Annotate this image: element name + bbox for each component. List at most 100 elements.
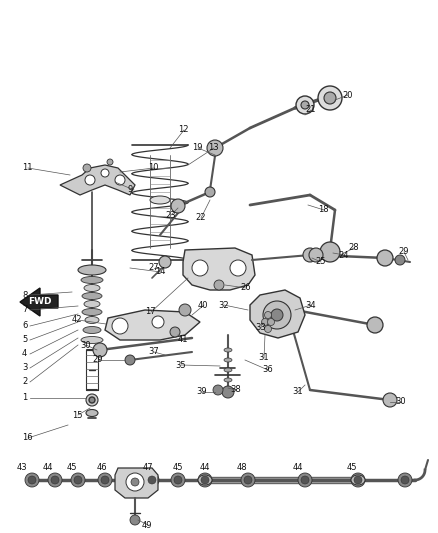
Circle shape: [145, 473, 159, 487]
Circle shape: [170, 327, 180, 337]
Text: 42: 42: [72, 316, 82, 325]
Circle shape: [159, 256, 171, 268]
Ellipse shape: [84, 301, 100, 308]
Text: 5: 5: [22, 335, 27, 344]
Polygon shape: [183, 248, 255, 290]
Text: 32: 32: [218, 301, 229, 310]
Circle shape: [230, 260, 246, 276]
Polygon shape: [20, 288, 58, 316]
Ellipse shape: [86, 409, 98, 416]
Ellipse shape: [84, 285, 100, 292]
Circle shape: [152, 316, 164, 328]
Text: 25: 25: [315, 257, 325, 266]
Text: 27: 27: [148, 263, 159, 272]
Ellipse shape: [224, 358, 232, 362]
Text: 1: 1: [22, 393, 27, 402]
Text: 6: 6: [22, 321, 27, 330]
Text: 33: 33: [255, 324, 266, 333]
Text: 3: 3: [22, 364, 27, 373]
Text: 21: 21: [305, 106, 315, 115]
Text: 44: 44: [43, 464, 53, 472]
Polygon shape: [105, 310, 200, 340]
Ellipse shape: [81, 277, 103, 284]
Text: 44: 44: [293, 464, 303, 472]
Text: 31: 31: [292, 387, 303, 397]
Ellipse shape: [224, 348, 232, 352]
Circle shape: [213, 385, 223, 395]
Circle shape: [383, 393, 397, 407]
Circle shape: [303, 248, 317, 262]
Circle shape: [83, 164, 91, 172]
Text: 47: 47: [143, 464, 153, 472]
Text: 28: 28: [348, 244, 359, 253]
Text: 48: 48: [237, 464, 247, 472]
Text: 45: 45: [347, 464, 357, 472]
Circle shape: [98, 473, 112, 487]
Polygon shape: [115, 468, 158, 498]
Text: 43: 43: [17, 464, 27, 472]
Circle shape: [351, 473, 365, 487]
Circle shape: [101, 169, 109, 177]
Text: 8: 8: [22, 290, 27, 300]
Polygon shape: [60, 165, 135, 195]
Circle shape: [89, 397, 95, 403]
Circle shape: [309, 248, 323, 262]
Circle shape: [48, 473, 62, 487]
Circle shape: [271, 309, 283, 321]
Text: 49: 49: [142, 521, 152, 529]
Text: 30: 30: [80, 341, 91, 350]
Circle shape: [301, 476, 309, 484]
Circle shape: [324, 92, 336, 104]
Ellipse shape: [224, 368, 232, 372]
Ellipse shape: [82, 293, 102, 300]
Ellipse shape: [82, 309, 102, 316]
Text: 29: 29: [398, 247, 409, 256]
Text: 40: 40: [198, 301, 208, 310]
Text: 38: 38: [230, 385, 241, 394]
Text: 9: 9: [128, 185, 133, 195]
Circle shape: [265, 326, 272, 333]
Text: 10: 10: [148, 164, 159, 173]
Circle shape: [198, 473, 212, 487]
Text: 26: 26: [240, 284, 251, 293]
Circle shape: [265, 311, 272, 319]
Circle shape: [214, 280, 224, 290]
Ellipse shape: [150, 196, 170, 204]
Circle shape: [401, 476, 409, 484]
Text: 39: 39: [196, 387, 207, 397]
Circle shape: [222, 386, 234, 398]
Text: 12: 12: [178, 125, 188, 134]
Circle shape: [301, 101, 309, 109]
Circle shape: [130, 515, 140, 525]
Circle shape: [354, 476, 362, 484]
Circle shape: [241, 473, 255, 487]
Circle shape: [131, 478, 139, 486]
Circle shape: [298, 473, 312, 487]
Text: 17: 17: [145, 308, 155, 317]
Polygon shape: [250, 290, 305, 338]
Circle shape: [201, 476, 209, 484]
Ellipse shape: [78, 265, 106, 275]
Text: 7: 7: [22, 305, 27, 314]
Text: FWD: FWD: [28, 297, 52, 306]
Text: 22: 22: [195, 214, 205, 222]
Circle shape: [107, 159, 113, 165]
Ellipse shape: [85, 317, 99, 324]
Circle shape: [126, 473, 144, 491]
Text: 24: 24: [338, 251, 349, 260]
Circle shape: [86, 394, 98, 406]
Circle shape: [74, 476, 82, 484]
Text: 14: 14: [155, 268, 166, 277]
Ellipse shape: [198, 475, 212, 485]
Text: 34: 34: [305, 301, 316, 310]
Text: 19: 19: [192, 143, 202, 152]
Text: 45: 45: [173, 464, 183, 472]
Circle shape: [85, 175, 95, 185]
Circle shape: [377, 250, 393, 266]
Circle shape: [28, 476, 36, 484]
Text: 20: 20: [342, 91, 353, 100]
Circle shape: [51, 476, 59, 484]
Ellipse shape: [224, 378, 232, 382]
Text: 30: 30: [395, 398, 406, 407]
Circle shape: [318, 86, 342, 110]
